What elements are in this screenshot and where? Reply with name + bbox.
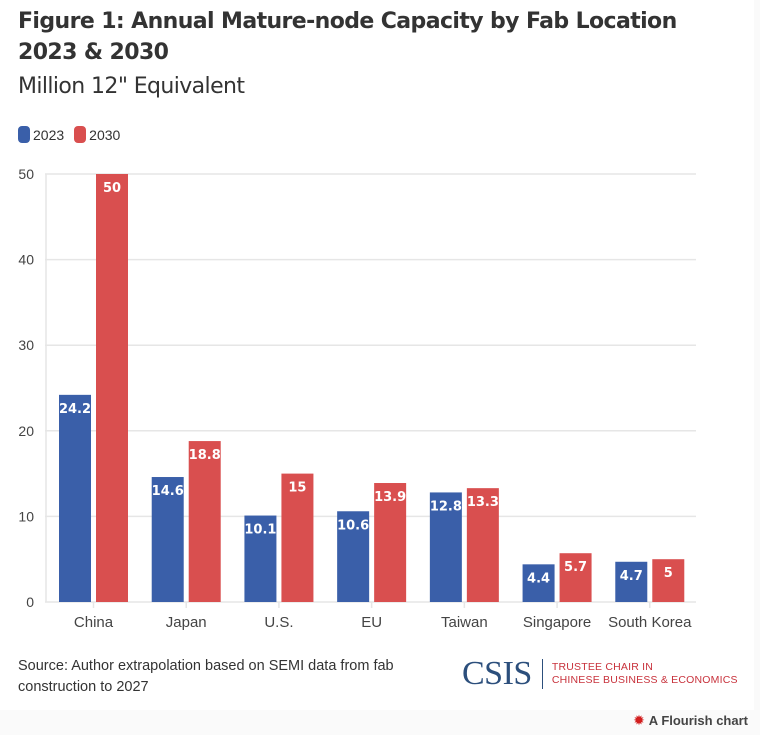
- x-tick-label: South Korea: [608, 614, 692, 631]
- x-tick-label: Singapore: [523, 614, 591, 631]
- bar-2030-eu[interactable]: [374, 483, 407, 602]
- y-tick-label-10: 10: [18, 508, 34, 524]
- data-label: 10.1: [244, 523, 276, 538]
- data-label: 50: [103, 181, 121, 196]
- source-note: Source: Author extrapolation based on SE…: [18, 658, 394, 695]
- y-tick-label-30: 30: [18, 337, 34, 353]
- data-label: 14.6: [152, 484, 184, 499]
- logo-divider: [541, 659, 543, 689]
- data-label: 4.4: [527, 571, 550, 586]
- data-label: 13.9: [374, 490, 406, 505]
- y-tick-label-40: 40: [18, 252, 34, 268]
- x-tick-label: China: [74, 614, 114, 631]
- bar-2030-u-s-[interactable]: [281, 473, 314, 602]
- flourish-credit-link[interactable]: ✹ A Flourish chart: [633, 712, 748, 729]
- data-label: 24.2: [59, 402, 91, 417]
- csis-subtitle-line2: CHINESE BUSINESS & ECONOMICS: [551, 674, 738, 686]
- legend-item-2023[interactable]: 2023: [18, 126, 64, 143]
- flourish-burst-icon: ✹: [633, 712, 645, 728]
- bar-2023-japan[interactable]: [151, 477, 184, 602]
- x-tick-label: EU: [361, 614, 382, 631]
- bar-2030-japan[interactable]: [188, 441, 221, 602]
- csis-logo-text: CSIS: [462, 655, 532, 692]
- chart-title: Figure 1: Annual Mature-node Capacity by…: [18, 9, 677, 65]
- data-label: 18.8: [189, 448, 221, 463]
- y-tick-label-50: 50: [18, 166, 34, 182]
- data-label: 10.6: [337, 518, 369, 533]
- bar-2030-taiwan[interactable]: [466, 488, 499, 602]
- bar-2023-china[interactable]: [59, 394, 91, 602]
- data-label: 5: [664, 566, 673, 581]
- x-tick-label: U.S.: [264, 614, 293, 631]
- legend-label-2023: 2023: [33, 126, 65, 143]
- bar-2030-china[interactable]: [96, 174, 128, 602]
- flourish-credit-label: A Flourish chart: [648, 713, 748, 728]
- csis-logo: CSIS TRUSTEE CHAIR IN CHINESE BUSINESS &…: [462, 655, 738, 693]
- y-tick-label-20: 20: [18, 423, 34, 439]
- bar-2023-taiwan[interactable]: [429, 492, 462, 602]
- legend-item-2030[interactable]: 2030: [74, 126, 120, 143]
- legend-swatch-2030: [74, 126, 87, 143]
- csis-logo-subtitle: TRUSTEE CHAIR IN CHINESE BUSINESS & ECON…: [552, 661, 738, 687]
- data-label: 12.8: [430, 499, 462, 514]
- bar-chart: 0 10 20 30 40 50 China 24.2 50 Japan 14.6 18.8 U.S. 1…: [18, 166, 696, 631]
- data-label: 13.3: [467, 495, 499, 510]
- y-tick-label-0: 0: [26, 594, 34, 610]
- chart-page: Figure 1: Annual Mature-node Capacity by…: [18, 9, 738, 695]
- csis-subtitle-line1: TRUSTEE CHAIR IN: [551, 661, 654, 673]
- data-label: 15: [288, 481, 306, 496]
- bar-2023-eu[interactable]: [337, 511, 370, 602]
- bar-2030-south-korea[interactable]: [652, 559, 685, 602]
- bar-2023-u-s-[interactable]: [244, 515, 277, 602]
- x-tick-label: Taiwan: [441, 614, 488, 631]
- chart-subtitle: Million 12" Equivalent: [18, 74, 245, 99]
- bar-2023-south-korea[interactable]: [615, 561, 648, 602]
- legend-swatch-2023: [18, 126, 30, 143]
- bar-2023-singapore[interactable]: [522, 564, 555, 602]
- data-label: 4.7: [620, 569, 643, 584]
- bar-2030-singapore[interactable]: [559, 553, 592, 602]
- x-tick-label: Japan: [166, 614, 207, 631]
- legend-label-2030: 2030: [89, 126, 121, 143]
- legend: 2023 2030: [18, 126, 124, 143]
- data-label: 5.7: [564, 560, 587, 575]
